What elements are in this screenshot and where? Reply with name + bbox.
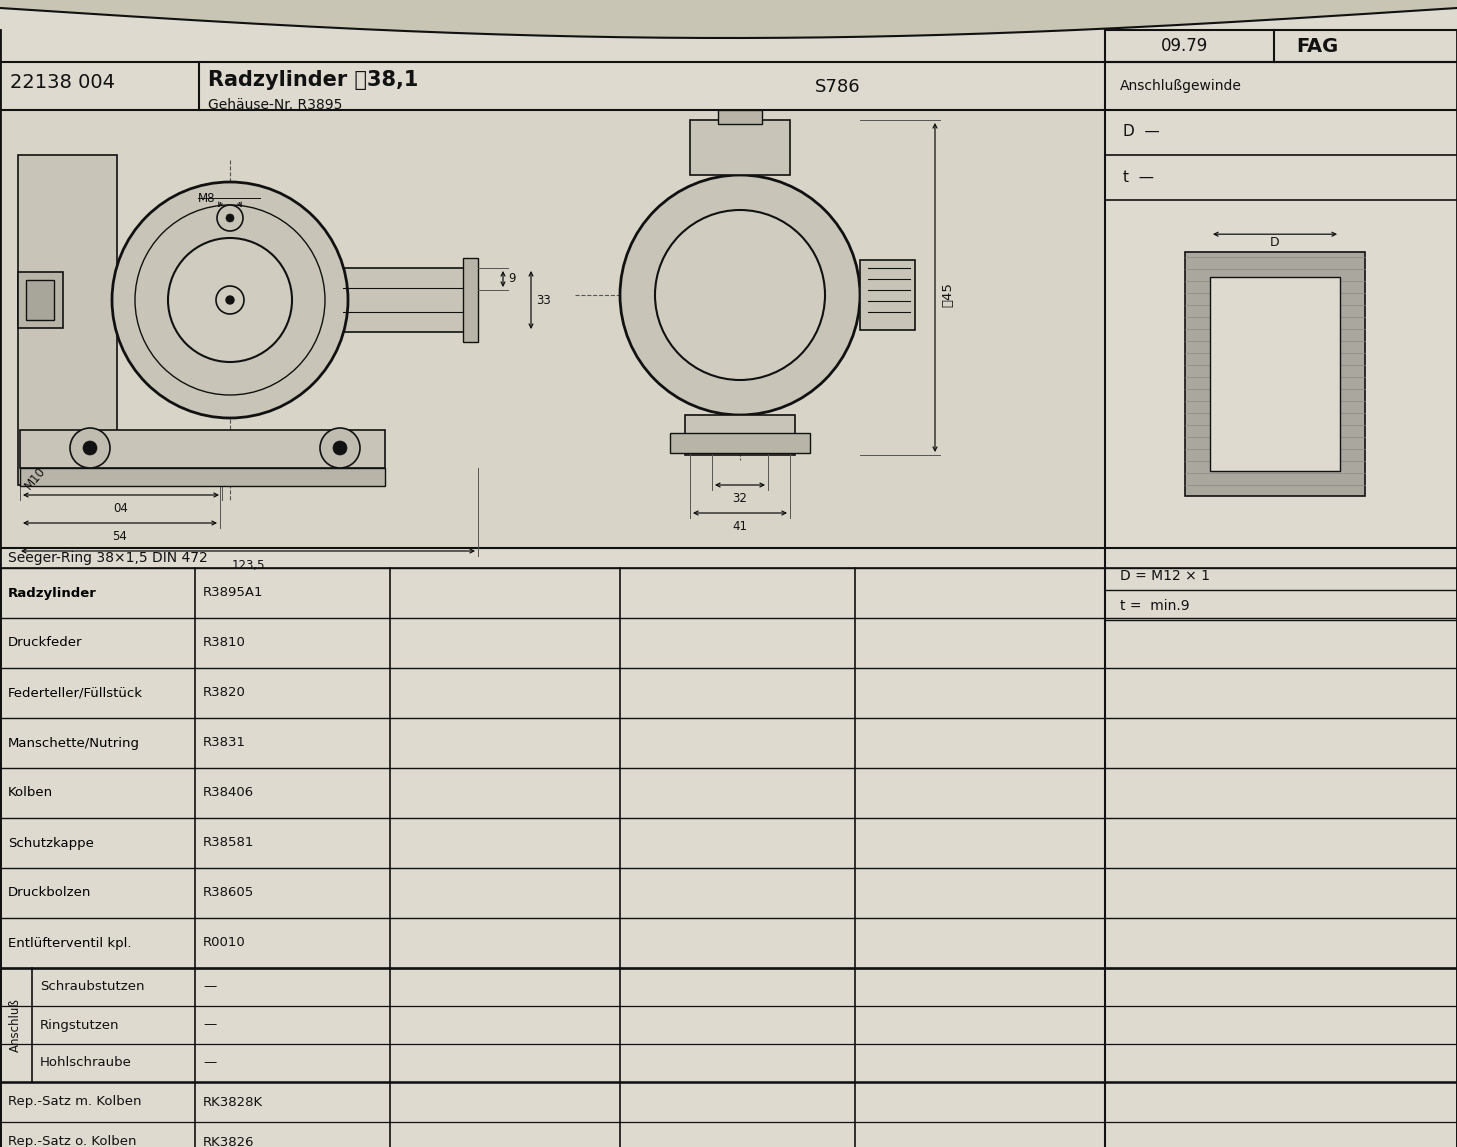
Bar: [691, 120, 790, 175]
Bar: [17, 155, 117, 485]
Text: RK3828K: RK3828K: [203, 1095, 264, 1108]
Text: M10: M10: [22, 465, 48, 492]
Text: Anschlußgewinde: Anschlußgewinde: [1120, 79, 1241, 93]
Text: 54: 54: [112, 531, 127, 544]
Text: Radzylinder ΃38,1: Radzylinder ΃38,1: [208, 70, 418, 89]
Bar: [26, 280, 54, 320]
Text: Entlüfterventil kpl.: Entlüfterventil kpl.: [7, 936, 131, 950]
Text: 04: 04: [114, 502, 128, 515]
Text: R3810: R3810: [203, 637, 246, 649]
Text: t =  min.9: t = min.9: [1120, 599, 1189, 612]
Text: Federteller/Füllstück: Federteller/Füllstück: [7, 687, 143, 700]
Bar: [860, 260, 915, 330]
Bar: [685, 415, 796, 455]
Text: FAG: FAG: [1295, 37, 1338, 55]
Text: D  —: D —: [1123, 125, 1160, 140]
Bar: [463, 258, 478, 342]
Text: Manschette/Nutring: Manschette/Nutring: [7, 736, 140, 749]
Circle shape: [217, 205, 243, 231]
Bar: [1209, 276, 1340, 471]
Circle shape: [334, 440, 347, 455]
Text: Druckfeder: Druckfeder: [7, 637, 83, 649]
Circle shape: [226, 214, 235, 223]
Text: —: —: [203, 1019, 216, 1031]
Bar: [718, 110, 762, 124]
Bar: [342, 268, 478, 331]
Text: D: D: [1271, 235, 1279, 249]
Text: 22138 004: 22138 004: [10, 72, 115, 92]
Text: 123,5: 123,5: [232, 559, 265, 571]
Text: Rep.-Satz o. Kolben: Rep.-Satz o. Kolben: [7, 1136, 137, 1147]
Text: R0010: R0010: [203, 936, 246, 950]
Circle shape: [321, 428, 360, 468]
Text: 32: 32: [733, 492, 747, 506]
Text: t  —: t —: [1123, 170, 1154, 185]
Circle shape: [656, 210, 825, 380]
Bar: [17, 272, 63, 328]
Text: Anschluß: Anschluß: [9, 998, 22, 1052]
Text: Gehäuse-Nr. R3895: Gehäuse-Nr. R3895: [208, 97, 342, 112]
Text: S786: S786: [814, 78, 861, 96]
Text: Seeger-Ring 38×1,5 DIN 472: Seeger-Ring 38×1,5 DIN 472: [7, 551, 208, 565]
Text: —: —: [203, 981, 216, 993]
Bar: [20, 468, 385, 486]
Text: 41: 41: [733, 521, 747, 533]
Bar: [20, 430, 385, 468]
Circle shape: [621, 175, 860, 415]
Text: ΃45: ΃45: [941, 282, 954, 307]
Circle shape: [168, 237, 291, 362]
Bar: [670, 434, 810, 453]
Text: R3895A1: R3895A1: [203, 586, 264, 600]
Text: 09.79: 09.79: [1161, 37, 1208, 55]
Text: Kolben: Kolben: [7, 787, 52, 799]
Text: D = M12 × 1: D = M12 × 1: [1120, 569, 1209, 583]
Text: R38605: R38605: [203, 887, 255, 899]
Text: Schutzkappe: Schutzkappe: [7, 836, 93, 850]
Text: Druckbolzen: Druckbolzen: [7, 887, 92, 899]
Circle shape: [83, 440, 98, 455]
Text: Hohlschraube: Hohlschraube: [39, 1056, 133, 1069]
Circle shape: [112, 182, 348, 418]
Text: —: —: [203, 1056, 216, 1069]
Bar: [0, 110, 1104, 548]
Text: R3831: R3831: [203, 736, 246, 749]
Text: R3820: R3820: [203, 687, 246, 700]
Text: R38581: R38581: [203, 836, 255, 850]
Text: Ringstutzen: Ringstutzen: [39, 1019, 119, 1031]
Text: Radzylinder: Radzylinder: [7, 586, 96, 600]
Text: 9: 9: [508, 273, 516, 286]
Text: Schraubstutzen: Schraubstutzen: [39, 981, 144, 993]
Bar: [1185, 252, 1365, 496]
Circle shape: [70, 428, 109, 468]
Text: R38406: R38406: [203, 787, 254, 799]
Text: Rep.-Satz m. Kolben: Rep.-Satz m. Kolben: [7, 1095, 141, 1108]
Text: 33: 33: [536, 294, 551, 306]
Text: M8: M8: [198, 192, 216, 204]
Text: RK3826: RK3826: [203, 1136, 255, 1147]
Circle shape: [226, 296, 235, 304]
Circle shape: [216, 286, 243, 314]
